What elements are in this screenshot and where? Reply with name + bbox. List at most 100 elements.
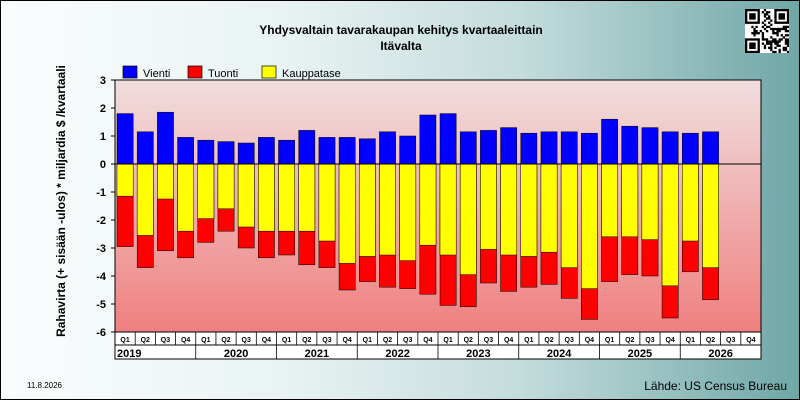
x-tick-label: Q4 [504,337,513,344]
qr-module [774,19,777,22]
qr-module [757,46,760,50]
qr-module [753,27,756,31]
qr-module [751,46,754,50]
export-bar [399,135,417,165]
qr-module [774,21,777,24]
export-bar [258,137,275,165]
qr-module [782,27,786,31]
qr-module [757,32,760,35]
export-bar [197,139,215,165]
export-bar [237,142,255,165]
balance-bar [560,163,578,268]
qr-module [755,50,758,54]
qr-module [776,29,779,33]
qr-module [747,50,750,54]
qr-module [763,44,767,47]
qr-module [786,38,790,41]
x-tick-label: Q2 [302,337,311,344]
x-tick-label: Q3 [242,337,251,344]
year-label: 2023 [466,348,490,360]
x-tick-label: Q3 [161,337,170,344]
x-tick-label: Q3 [565,337,574,344]
qr-module [751,25,754,29]
qr-module [749,9,752,12]
qr-module [759,29,762,33]
qr-module [751,32,754,35]
x-tick-label: Q4 [262,337,271,344]
qr-module [753,13,756,16]
qr-module [774,9,777,12]
qr-module [774,17,777,20]
qr-module [770,46,773,50]
qr-module [753,50,756,54]
balance-bar [157,163,174,200]
export-bar [379,131,396,165]
qr-module [774,42,777,45]
qr-module [778,21,781,24]
qr-module [753,21,756,24]
export-bar [682,132,699,165]
y-tick-label: -5 [96,299,106,311]
export-bar [480,130,497,165]
qr-module [745,48,748,52]
year-label: 2020 [224,348,248,360]
balance-bar [621,163,639,238]
x-tick-label: Q1 [363,337,372,344]
qr-module [761,38,765,41]
export-bar [560,131,578,165]
qr-module [784,46,788,50]
qr-module [768,21,771,24]
export-bar [661,131,679,165]
qr-module [768,40,771,43]
qr-module [763,23,767,26]
qr-module [751,38,754,41]
x-tick-label: Q4 [746,337,755,344]
balance-bar [702,163,719,268]
qr-module [772,38,775,41]
qr-module [774,46,777,50]
balance-bar [682,163,699,242]
year-label: 2021 [305,348,329,360]
qr-module [786,9,790,12]
x-tick-label: Q1 [443,337,452,344]
export-bar [298,130,316,165]
qr-module [778,15,781,18]
qr-module [757,13,760,16]
qr-module [757,21,760,24]
x-tick-label: Q1 [686,337,695,344]
qr-module [784,29,788,33]
qr-module [776,44,779,47]
qr-module [786,15,790,18]
qr-module [761,36,765,39]
source-note: Lähde: US Census Bureau [644,379,787,393]
qr-module [776,21,779,24]
qr-module [753,17,756,20]
qr-module [751,50,754,54]
qr-module [780,13,783,16]
qr-module [761,34,765,37]
x-tick-label: Q2 [221,337,230,344]
x-tick-label: Q3 [645,337,654,344]
qr-module [770,44,773,47]
qr-module [745,17,748,20]
qr-module [747,21,750,24]
qr-module [765,42,769,45]
x-tick-label: Q3 [322,337,331,344]
balance-bar [540,163,558,253]
qr-module [774,38,777,41]
qr-module [776,27,779,31]
legend-swatch [187,65,203,79]
qr-module [753,42,756,45]
legend-swatch [261,65,277,79]
balance-bar [661,163,679,287]
qr-module [772,40,775,43]
chart-title: Yhdysvaltain tavarakaupan kehitys kvarta… [259,23,543,37]
qr-module [757,9,760,12]
qr-module [745,44,748,47]
x-tick-label: Q2 [383,337,392,344]
qr-module [768,25,771,29]
qr-module [755,21,758,24]
qr-module [770,42,773,45]
qr-module [782,46,786,50]
x-tick-label: Q1 [282,337,291,344]
